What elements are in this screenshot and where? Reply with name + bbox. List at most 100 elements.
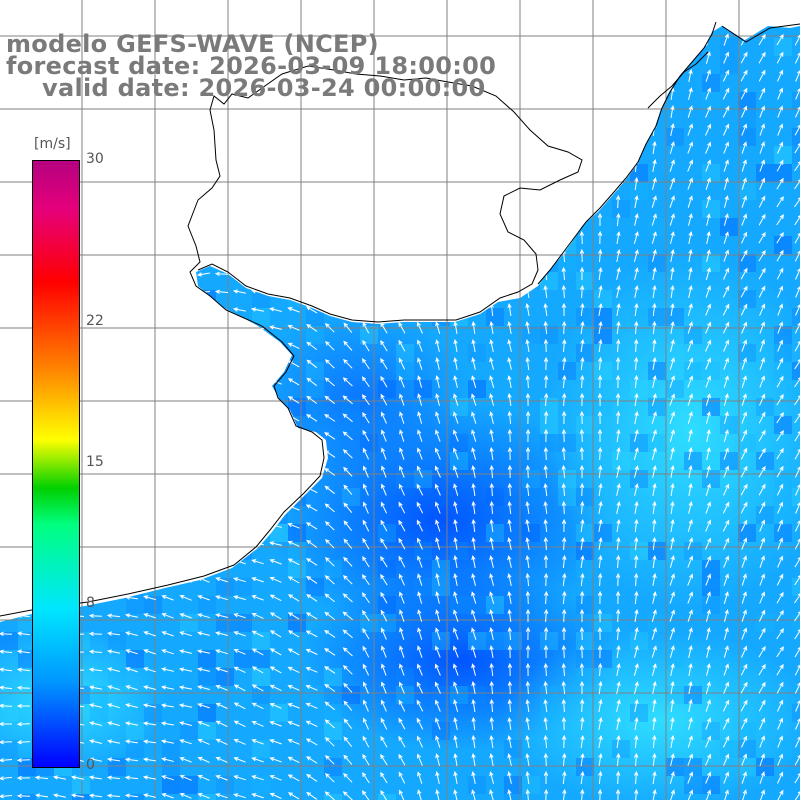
wind-arrow xyxy=(361,178,370,190)
field-pixel xyxy=(216,776,234,794)
field-pixel xyxy=(162,272,180,290)
wind-arrow xyxy=(417,663,423,676)
wind-arrow xyxy=(179,613,192,619)
wind-arrow xyxy=(342,647,353,657)
wind-arrow xyxy=(722,501,730,514)
wind-arrow xyxy=(705,393,711,406)
field-pixel xyxy=(252,650,270,668)
wind-arrow xyxy=(794,555,800,568)
wind-arrow xyxy=(416,303,424,316)
wind-arrow xyxy=(471,609,477,622)
wind-arrow xyxy=(143,685,156,690)
wind-arrow xyxy=(598,482,603,496)
wind-arrow xyxy=(269,487,282,493)
wind-arrow xyxy=(453,681,459,694)
wind-arrow xyxy=(705,195,711,208)
wind-arrow xyxy=(324,629,336,638)
field-pixel xyxy=(594,308,612,326)
wind-arrow xyxy=(269,469,282,475)
wind-arrow xyxy=(21,412,27,425)
field-pixel xyxy=(396,110,414,128)
wind-arrow xyxy=(597,176,603,190)
wind-arrow xyxy=(776,177,784,190)
wind-arrow xyxy=(435,285,441,298)
wind-arrow xyxy=(416,483,424,496)
field-pixel xyxy=(666,686,684,704)
wind-arrow xyxy=(233,649,246,655)
wind-arrow xyxy=(435,609,441,622)
wind-arrow xyxy=(108,504,120,513)
wind-arrow xyxy=(634,536,639,551)
wind-arrow xyxy=(143,126,156,134)
wind-arrow xyxy=(178,542,192,547)
wind-arrow xyxy=(525,194,531,208)
wind-arrow xyxy=(88,613,103,619)
field-pixel xyxy=(648,614,666,632)
wind-arrow xyxy=(161,127,174,133)
field-pixel xyxy=(342,416,360,434)
wind-arrow xyxy=(215,756,228,763)
field-pixel xyxy=(594,92,612,110)
field-pixel xyxy=(126,722,144,740)
wind-arrow xyxy=(215,775,228,781)
field-pixel xyxy=(792,362,800,380)
field-pixel xyxy=(522,182,540,200)
wind-arrow xyxy=(362,429,370,442)
colorbar-tick-15: 15 xyxy=(86,454,104,470)
field-pixel xyxy=(162,200,180,218)
wind-arrow xyxy=(777,69,784,82)
wind-arrow xyxy=(324,538,335,549)
wind-arrow xyxy=(380,411,387,424)
wind-arrow xyxy=(706,446,711,461)
wind-arrow xyxy=(453,572,458,586)
wind-arrow xyxy=(232,109,246,114)
wind-arrow xyxy=(453,267,459,280)
field-pixel xyxy=(558,470,576,488)
wind-arrow xyxy=(759,339,765,352)
wind-arrow xyxy=(561,392,567,407)
wind-arrow xyxy=(670,734,675,748)
wind-arrow xyxy=(489,644,494,658)
field-pixel xyxy=(216,578,234,596)
field-pixel xyxy=(540,416,558,434)
field-pixel xyxy=(0,128,18,146)
wind-arrow xyxy=(361,574,370,586)
field-pixel xyxy=(594,218,612,236)
wind-arrow xyxy=(362,537,370,550)
wind-arrow xyxy=(758,195,766,208)
field-pixel xyxy=(702,200,720,218)
wind-arrow xyxy=(561,86,567,101)
wind-arrow xyxy=(741,411,747,424)
field-pixel xyxy=(648,218,666,236)
wind-arrow xyxy=(688,87,693,100)
wind-arrow xyxy=(777,519,783,532)
field-pixel xyxy=(468,596,486,614)
wind-arrow xyxy=(759,771,765,784)
wind-arrow xyxy=(251,199,264,204)
field-pixel xyxy=(774,524,792,542)
wind-arrow xyxy=(758,411,766,424)
wind-arrow xyxy=(306,395,318,404)
wind-arrow xyxy=(21,142,26,155)
wind-arrow xyxy=(251,684,264,692)
wind-arrow xyxy=(777,87,783,100)
wind-arrow xyxy=(108,288,120,296)
wind-arrow xyxy=(543,752,549,767)
wind-arrow xyxy=(453,716,458,731)
wind-arrow xyxy=(324,791,335,800)
wind-arrow xyxy=(759,159,765,172)
wind-arrow xyxy=(687,159,693,172)
wind-arrow xyxy=(305,450,318,458)
wind-arrow xyxy=(381,231,387,244)
wind-arrow xyxy=(3,466,9,479)
wind-arrow xyxy=(507,123,512,136)
wind-arrow xyxy=(776,196,784,208)
wind-arrow xyxy=(417,339,423,352)
wind-arrow xyxy=(287,162,300,170)
wind-arrow xyxy=(561,122,567,137)
wind-arrow xyxy=(471,140,476,155)
wind-arrow xyxy=(723,213,729,226)
wind-arrow xyxy=(724,195,729,208)
wind-arrow xyxy=(598,752,603,766)
field-pixel xyxy=(198,668,216,686)
